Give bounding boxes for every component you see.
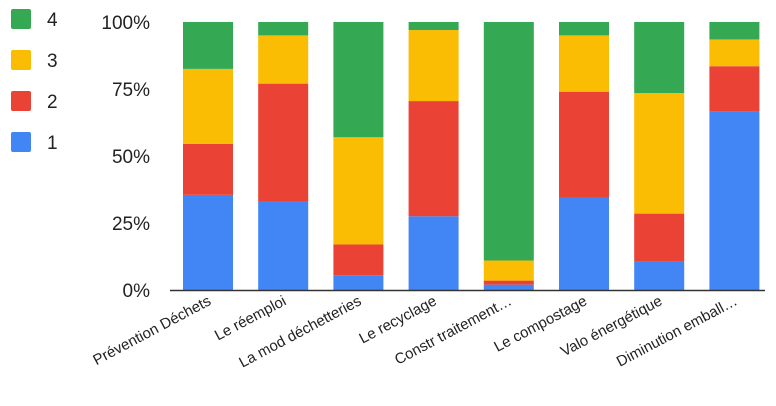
bar-segment-1-1 [183,194,233,290]
bar-segment-3-6 [559,35,609,92]
bar-segment-3-5 [483,260,534,281]
bar-segment-3-1 [183,68,233,144]
legend-label: 2 [47,92,58,113]
bar-segment-1-7 [634,261,685,290]
bar-segment-3-4 [408,30,459,102]
legend-item-4: 4 [11,9,58,31]
bar-segment-2-4 [408,101,459,217]
y-tick-label: 25% [112,214,150,235]
legend-item-2: 2 [11,91,58,113]
bar-segment-4-7 [634,22,685,94]
bar-segment-3-8 [709,39,760,67]
bar-segment-1-4 [408,216,459,290]
bar-segment-2-6 [559,91,609,198]
y-tick-label: 100% [101,13,150,34]
legend-swatch [11,9,31,29]
bar-segment-4-2 [258,22,309,36]
x-tick-label: La mod déchetteries [236,293,364,372]
y-tick-label: 0% [123,281,151,302]
legend-swatch [11,91,31,111]
x-tick-label: Diminution emball… [614,293,740,371]
bar-segment-2-7 [634,213,685,262]
legend: 4 3 2 1 [11,9,58,154]
bar-segment-4-1 [183,22,233,69]
legend-item-1: 1 [11,132,58,154]
legend-label: 3 [47,51,58,72]
y-tick-label: 75% [112,80,150,101]
bar-segment-2-8 [709,66,760,112]
bar-segment-4-3 [333,22,384,138]
bar-segment-4-5 [483,22,534,261]
bar-segment-1-3 [333,275,384,290]
bar-segment-4-6 [559,22,609,36]
bar-segment-2-2 [258,83,309,202]
bar-segment-1-5 [483,284,534,290]
bar-segment-2-5 [483,280,534,285]
bar-segment-1-2 [258,201,309,290]
legend-item-3: 3 [11,50,58,72]
bar-segment-1-8 [709,111,760,290]
bar-segment-3-3 [333,137,384,245]
bar-segment-3-2 [258,35,309,84]
legend-swatch [11,50,31,70]
legend-label: 4 [47,10,58,31]
bar-segment-4-4 [408,22,459,31]
bar-segment-3-7 [634,93,685,214]
bar-segment-2-3 [333,244,384,276]
x-tick-label: Prévention Déchets [90,293,214,369]
legend-swatch [11,132,31,152]
y-axis: 0% 25% 50% 75% 100% [101,13,150,302]
bars [183,22,760,290]
bar-segment-2-1 [183,143,233,195]
bar-segment-1-6 [559,197,609,290]
bar-segment-4-8 [709,22,760,40]
legend-label: 1 [47,133,58,154]
y-tick-label: 50% [112,147,150,168]
